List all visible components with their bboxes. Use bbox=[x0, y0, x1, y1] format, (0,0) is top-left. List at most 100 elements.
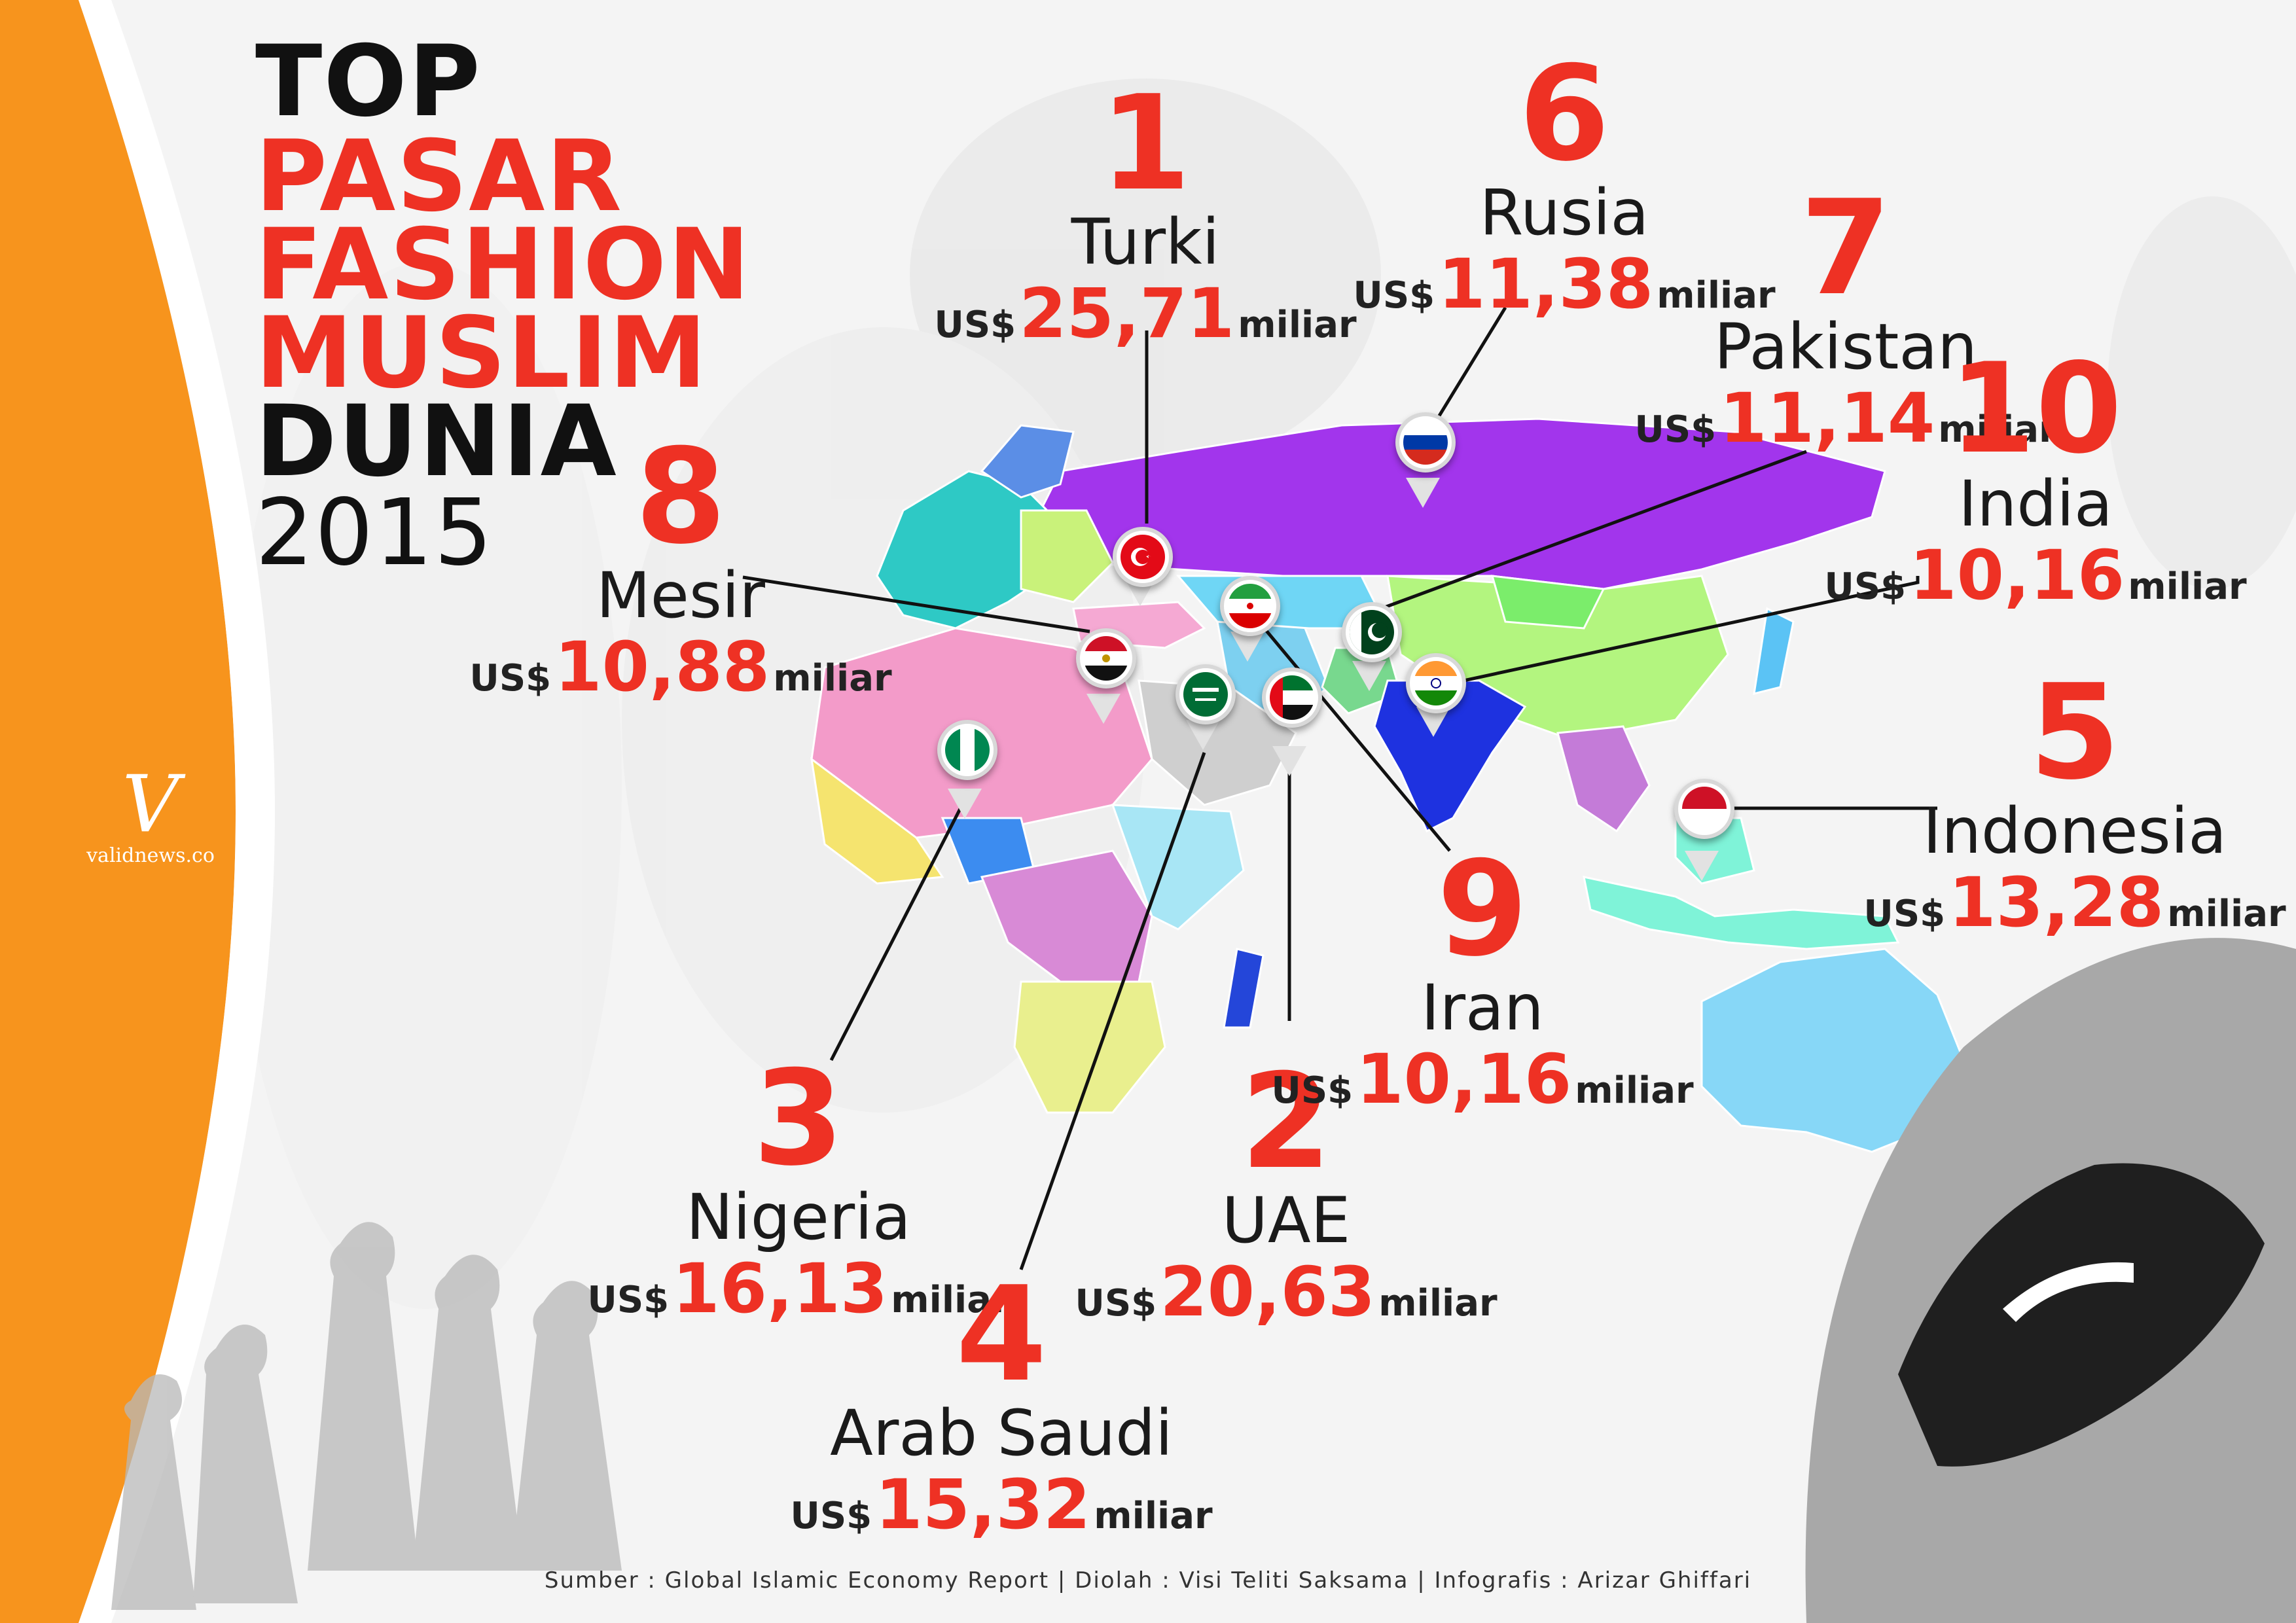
currency-label: US$ bbox=[1271, 1069, 1354, 1112]
indonesia-flag-pin bbox=[1674, 779, 1734, 839]
currency-label: US$ bbox=[790, 1494, 872, 1537]
russia-flag-pin bbox=[1395, 412, 1456, 473]
brand-name: validnews.co bbox=[86, 844, 215, 867]
iran-flag-icon bbox=[1228, 584, 1272, 628]
country-name: Rusia bbox=[1479, 176, 1649, 249]
value-number: 15,32 bbox=[875, 1464, 1091, 1544]
rank-number: 1 bbox=[1100, 67, 1191, 220]
pakistan-flag-icon bbox=[1350, 610, 1394, 654]
value-number: 16,13 bbox=[672, 1248, 888, 1329]
value-number: 20,63 bbox=[1160, 1251, 1376, 1332]
pin-tail bbox=[1685, 851, 1719, 881]
country-name: Iran bbox=[1421, 971, 1544, 1044]
market-value: US$ 11,14 miliar bbox=[1617, 382, 2075, 454]
unit-label: miliar bbox=[891, 1278, 1010, 1321]
title-line-2: PASAR bbox=[255, 120, 623, 234]
turkey-flag-pin bbox=[1113, 527, 1173, 587]
orange-side-band bbox=[0, 0, 236, 1623]
currency-label: US$ bbox=[934, 303, 1016, 346]
market-value: US$ 15,32 miliar bbox=[772, 1469, 1230, 1541]
market-value: US$ 10,88 miliar bbox=[452, 631, 910, 703]
pin-tail bbox=[1406, 478, 1440, 508]
pin-tail bbox=[1086, 694, 1121, 724]
value-number: 13,28 bbox=[1948, 862, 2164, 942]
unit-label: miliar bbox=[1378, 1281, 1498, 1325]
title-line-5: DUNIA bbox=[255, 385, 618, 499]
country-name: UAE bbox=[1221, 1184, 1351, 1257]
iran-flag-pin bbox=[1220, 576, 1280, 636]
currency-label: US$ bbox=[1824, 565, 1907, 608]
value-number: 25,71 bbox=[1019, 273, 1235, 353]
country-name: Pakistan bbox=[1714, 310, 1977, 383]
source-footer: Sumber : Global Islamic Economy Report |… bbox=[544, 1567, 1752, 1594]
unit-label: miliar bbox=[2128, 565, 2247, 608]
map-southern-africa bbox=[1013, 980, 1166, 1114]
country-name: Arab Saudi bbox=[830, 1397, 1173, 1470]
market-value: US$ 13,28 miliar bbox=[1846, 866, 2296, 938]
country-name: Nigeria bbox=[686, 1181, 911, 1254]
market-value: US$ 25,71 miliar bbox=[916, 277, 1374, 349]
market-value: US$ 11,38 miliar bbox=[1335, 248, 1793, 320]
map-japan bbox=[1753, 607, 1795, 696]
nigeria-flag-pin bbox=[937, 720, 997, 780]
pin-tail bbox=[1272, 746, 1306, 776]
map-southeast-asia bbox=[1556, 725, 1651, 833]
pin-tail bbox=[1352, 661, 1386, 691]
map-eastern-europe bbox=[1020, 509, 1114, 603]
currency-label: US$ bbox=[587, 1278, 670, 1321]
value-number: 10,16 bbox=[1909, 535, 2125, 615]
pin-tail bbox=[1230, 632, 1265, 662]
market-entry-arab-saudi: 4 Arab Saudi US$ 15,32 miliar bbox=[772, 1270, 1230, 1541]
pin-tail bbox=[1186, 720, 1220, 750]
rank-number: 5 bbox=[2029, 656, 2121, 809]
world-map bbox=[810, 418, 2096, 1173]
unit-label: miliar bbox=[773, 656, 892, 700]
rank-number: 9 bbox=[1437, 833, 1528, 986]
value-number: 11,14 bbox=[1719, 378, 1935, 458]
unit-label: miliar bbox=[1094, 1494, 1213, 1537]
leader-lines bbox=[742, 306, 1937, 1270]
market-entry-rusia: 6 Rusia US$ 11,38 miliar bbox=[1335, 49, 1793, 320]
currency-label: US$ bbox=[1634, 408, 1717, 451]
map-mongolia bbox=[1490, 575, 1605, 630]
unit-label: miliar bbox=[1575, 1069, 1694, 1112]
market-value: US$ 10,16 miliar bbox=[1253, 1043, 1712, 1115]
brand-logo: V validnews.co bbox=[72, 759, 229, 868]
market-entry-iran: 9 Iran US$ 10,16 miliar bbox=[1253, 844, 1712, 1115]
map-west-africa bbox=[810, 757, 944, 885]
country-name: Mesir bbox=[596, 559, 766, 632]
unit-label: miliar bbox=[2167, 892, 2286, 935]
market-entry-nigeria: 3 Nigeria US$ 16,13 miliar bbox=[569, 1054, 1028, 1325]
india-flag-icon bbox=[1414, 661, 1458, 705]
market-entry-india: 10 India US$ 10,16 miliar bbox=[1806, 347, 2265, 611]
currency-label: US$ bbox=[469, 656, 552, 700]
nigeria-flag-icon bbox=[945, 728, 990, 772]
saudi-arabia-flag-pin bbox=[1175, 664, 1236, 724]
rank-number: 7 bbox=[1800, 172, 1892, 325]
saudi-arabia-flag-icon bbox=[1183, 672, 1228, 717]
egypt-flag-pin bbox=[1076, 628, 1136, 688]
market-entry-indonesia: 5 Indonesia US$ 13,28 miliar bbox=[1846, 668, 2296, 938]
indonesia-flag-icon bbox=[1682, 787, 1727, 831]
uae-flag-icon bbox=[1270, 675, 1314, 720]
brand-logo-icon: V bbox=[122, 759, 179, 850]
hijab-silhouette bbox=[1805, 938, 2296, 1623]
title-year: 2015 bbox=[255, 480, 494, 586]
market-entry-pakistan: 7 Pakistan US$ 11,14 miliar bbox=[1617, 183, 2075, 454]
map-east-africa bbox=[1111, 804, 1245, 931]
value-number: 11,38 bbox=[1438, 243, 1654, 324]
india-flag-pin bbox=[1406, 653, 1466, 713]
market-value: US$ 20,63 miliar bbox=[1057, 1256, 1515, 1328]
turkey-flag-icon bbox=[1121, 535, 1165, 579]
value-number: 10,88 bbox=[554, 626, 770, 707]
map-scandinavia bbox=[980, 424, 1075, 499]
currency-label: US$ bbox=[1075, 1281, 1157, 1325]
rank-number: 2 bbox=[1240, 1046, 1332, 1198]
market-entry-uae: 2 UAE US$ 20,63 miliar bbox=[1057, 1057, 1515, 1328]
rank-number: 8 bbox=[635, 421, 726, 573]
title-line-3: FASHION bbox=[255, 208, 751, 322]
market-value: US$ 16,13 miliar bbox=[569, 1253, 1028, 1325]
map-india bbox=[1373, 679, 1527, 833]
unit-label: miliar bbox=[1938, 408, 2057, 451]
